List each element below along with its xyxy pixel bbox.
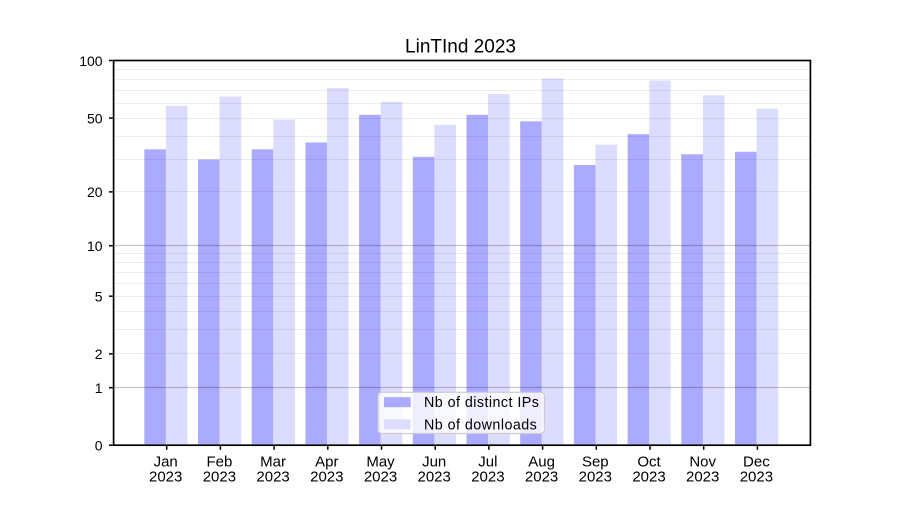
svg-text:Jul: Jul xyxy=(478,454,497,471)
svg-text:2023: 2023 xyxy=(686,469,719,486)
svg-text:Nb of downloads: Nb of downloads xyxy=(424,417,537,433)
svg-text:Apr: Apr xyxy=(315,454,338,471)
svg-text:Nov: Nov xyxy=(689,454,716,471)
svg-text:5: 5 xyxy=(95,288,103,304)
svg-text:Oct: Oct xyxy=(637,454,661,471)
svg-text:2023: 2023 xyxy=(310,469,343,486)
svg-text:Jan: Jan xyxy=(154,454,178,471)
svg-text:10: 10 xyxy=(87,238,103,254)
svg-text:2023: 2023 xyxy=(579,469,612,486)
svg-text:2023: 2023 xyxy=(418,469,451,486)
svg-text:100: 100 xyxy=(79,53,103,69)
svg-text:Feb: Feb xyxy=(206,454,232,471)
svg-text:May: May xyxy=(366,454,395,471)
svg-text:Aug: Aug xyxy=(528,454,555,471)
svg-text:2023: 2023 xyxy=(364,469,397,486)
svg-text:1: 1 xyxy=(95,380,103,396)
svg-text:2023: 2023 xyxy=(471,469,504,486)
svg-text:2023: 2023 xyxy=(149,469,182,486)
svg-text:Dec: Dec xyxy=(743,454,770,471)
svg-text:Jun: Jun xyxy=(422,454,446,471)
svg-text:Sep: Sep xyxy=(582,454,609,471)
svg-text:20: 20 xyxy=(87,184,103,200)
svg-text:LinTInd 2023: LinTInd 2023 xyxy=(405,36,516,57)
svg-text:2023: 2023 xyxy=(256,469,289,486)
svg-text:2023: 2023 xyxy=(203,469,236,486)
svg-text:2023: 2023 xyxy=(740,469,773,486)
svg-text:2023: 2023 xyxy=(632,469,665,486)
svg-text:Nb of distinct IPs: Nb of distinct IPs xyxy=(424,395,539,411)
svg-text:2: 2 xyxy=(95,346,103,362)
svg-text:Mar: Mar xyxy=(260,454,286,471)
svg-text:50: 50 xyxy=(87,110,103,126)
svg-text:0: 0 xyxy=(95,438,103,454)
svg-text:2023: 2023 xyxy=(525,469,558,486)
